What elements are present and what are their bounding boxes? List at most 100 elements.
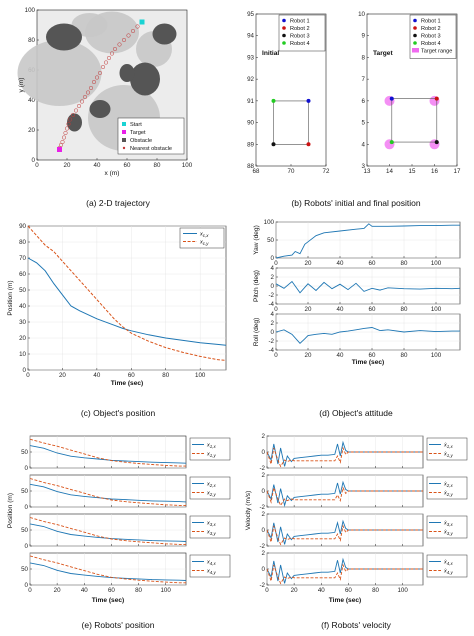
c-ytick-label: 30 bbox=[19, 319, 26, 326]
d1-ytick-label: 0 bbox=[271, 255, 275, 262]
b2-robot-marker bbox=[434, 140, 439, 145]
f2-ytick-label: 2 bbox=[262, 472, 266, 479]
a-obstacle-light-region bbox=[71, 13, 108, 37]
a-trajectory-point bbox=[73, 108, 79, 113]
b1-legend-symbol bbox=[282, 26, 286, 30]
b1-ytick-label: 94 bbox=[247, 33, 254, 40]
b1-legend-label: Robot 4 bbox=[290, 41, 310, 47]
e-legend-box bbox=[189, 515, 231, 539]
d1-xtick-label: 20 bbox=[305, 260, 312, 267]
a-legend-box bbox=[117, 117, 185, 155]
c-xtick-label: 0 bbox=[26, 372, 30, 379]
a-target-marker bbox=[57, 147, 62, 152]
c-ytick-label: 20 bbox=[19, 335, 26, 342]
d1-ytick-label: 50 bbox=[267, 237, 274, 244]
f4-xtick-label: 40 bbox=[318, 587, 325, 594]
f-legend-label: ẋ4,x bbox=[443, 560, 453, 567]
b2-ytick-label: 5 bbox=[362, 120, 366, 127]
a-trajectory-point bbox=[85, 90, 91, 95]
d1-xtick-label: 80 bbox=[401, 260, 408, 267]
b1-xtick-label: 70 bbox=[288, 168, 295, 175]
d2-ytick-label: 2 bbox=[271, 274, 275, 281]
d2-xtick-label: 40 bbox=[337, 306, 344, 313]
f-series-line bbox=[266, 486, 423, 507]
f-y-axis-label: Velocity (m/s) bbox=[245, 491, 252, 531]
b2-legend-symbol bbox=[413, 18, 417, 23]
b2-legend-symbol bbox=[413, 41, 417, 45]
a-obstacle-region bbox=[89, 100, 111, 118]
b1-xtick-label: 72 bbox=[323, 168, 330, 175]
a-trajectory-point bbox=[121, 37, 127, 43]
e-legend-box bbox=[189, 554, 231, 578]
b1-legend-label: Robot 1 bbox=[290, 19, 310, 25]
d2-xtick-label: 100 bbox=[431, 306, 442, 313]
f4-ytick-label: 0 bbox=[262, 566, 266, 573]
a-xtick-label: 100 bbox=[182, 162, 193, 169]
b1-robot-marker bbox=[271, 98, 276, 103]
d2-ytick-label: 4 bbox=[271, 265, 275, 272]
d3-xtick-label: 40 bbox=[337, 352, 344, 359]
f-legend-label: ẋ2,y bbox=[443, 491, 453, 498]
caption-f: (f) Robots' velocity bbox=[321, 620, 391, 630]
b1-legend-symbol bbox=[282, 33, 286, 38]
d-series-line bbox=[275, 327, 460, 344]
b2-legend-label: Robot 4 bbox=[421, 41, 441, 47]
a-trajectory-point bbox=[61, 135, 67, 140]
b1-ytick-label: 93 bbox=[247, 54, 254, 61]
a-ytick-label: 40 bbox=[28, 97, 35, 104]
a-legend-symbol bbox=[122, 130, 126, 134]
f-series-line bbox=[266, 557, 423, 584]
a-xtick-label: 20 bbox=[64, 162, 71, 169]
b2-ytick-label: 4 bbox=[362, 141, 366, 148]
e-series-line bbox=[29, 517, 186, 545]
e4-xtick-label: 100 bbox=[160, 587, 171, 594]
d1-ytick-label: 100 bbox=[264, 219, 275, 226]
b1-xtick-label: 68 bbox=[253, 168, 260, 175]
b2-ytick-label: 7 bbox=[362, 76, 366, 83]
a-trajectory-point bbox=[88, 85, 94, 91]
e-legend-label: x3,y bbox=[206, 530, 216, 537]
c-xtick-label: 20 bbox=[59, 372, 66, 379]
d3-xtick-label: 0 bbox=[274, 352, 278, 359]
f-legend-box bbox=[426, 515, 468, 539]
e-legend-label: x2,x bbox=[206, 482, 216, 489]
a-y-axis-label: y (m) bbox=[18, 77, 25, 92]
d-y-axis-label: Yaw (deg) bbox=[253, 225, 260, 255]
a-xtick-label: 0 bbox=[35, 162, 39, 169]
a-trajectory-point bbox=[94, 75, 100, 80]
f-legend-label: ẋ1,x bbox=[443, 443, 453, 450]
c-xtick-label: 100 bbox=[195, 372, 206, 379]
f-legend-label: ẋ4,y bbox=[443, 569, 453, 576]
b2-title: Target bbox=[373, 50, 393, 57]
a-obstacle-region bbox=[152, 23, 177, 45]
a-x-axis-label: x (m) bbox=[104, 170, 119, 177]
f1-ytick-label: 0 bbox=[262, 449, 266, 456]
c-ytick-label: 60 bbox=[19, 271, 26, 278]
b1-legend-box bbox=[278, 14, 326, 52]
c-ytick-label: 0 bbox=[23, 367, 27, 374]
d2-xtick-label: 60 bbox=[369, 306, 376, 313]
b2-xtick-label: 16 bbox=[431, 168, 438, 175]
e-y-axis-label: Position (m) bbox=[7, 493, 14, 528]
a-legend-symbol bbox=[122, 122, 126, 126]
a-trajectory-point bbox=[130, 28, 136, 34]
f-series-line bbox=[266, 446, 423, 468]
a-trajectory-point bbox=[100, 64, 106, 70]
e-legend-box bbox=[189, 437, 231, 461]
f3-ytick-label: -2 bbox=[259, 543, 265, 550]
d2-ytick-label: -2 bbox=[268, 292, 274, 299]
d1-xtick-label: 0 bbox=[274, 260, 278, 267]
a-ytick-label: 20 bbox=[28, 127, 35, 134]
e-legend-label: x4,x bbox=[206, 560, 216, 567]
b2-robot-marker bbox=[434, 96, 439, 101]
b2-legend-symbol bbox=[412, 48, 419, 53]
b1-robot-marker bbox=[271, 142, 276, 147]
e4-xtick-label: 40 bbox=[81, 587, 88, 594]
f-legend-label: ẋ3,y bbox=[443, 530, 453, 537]
d2-xtick-label: 20 bbox=[305, 306, 312, 313]
f-x-axis-label: Time (sec) bbox=[329, 597, 362, 604]
a-trajectory-point bbox=[126, 33, 131, 38]
e-series-line bbox=[29, 438, 186, 467]
b2-legend-label: Robot 3 bbox=[421, 34, 441, 40]
